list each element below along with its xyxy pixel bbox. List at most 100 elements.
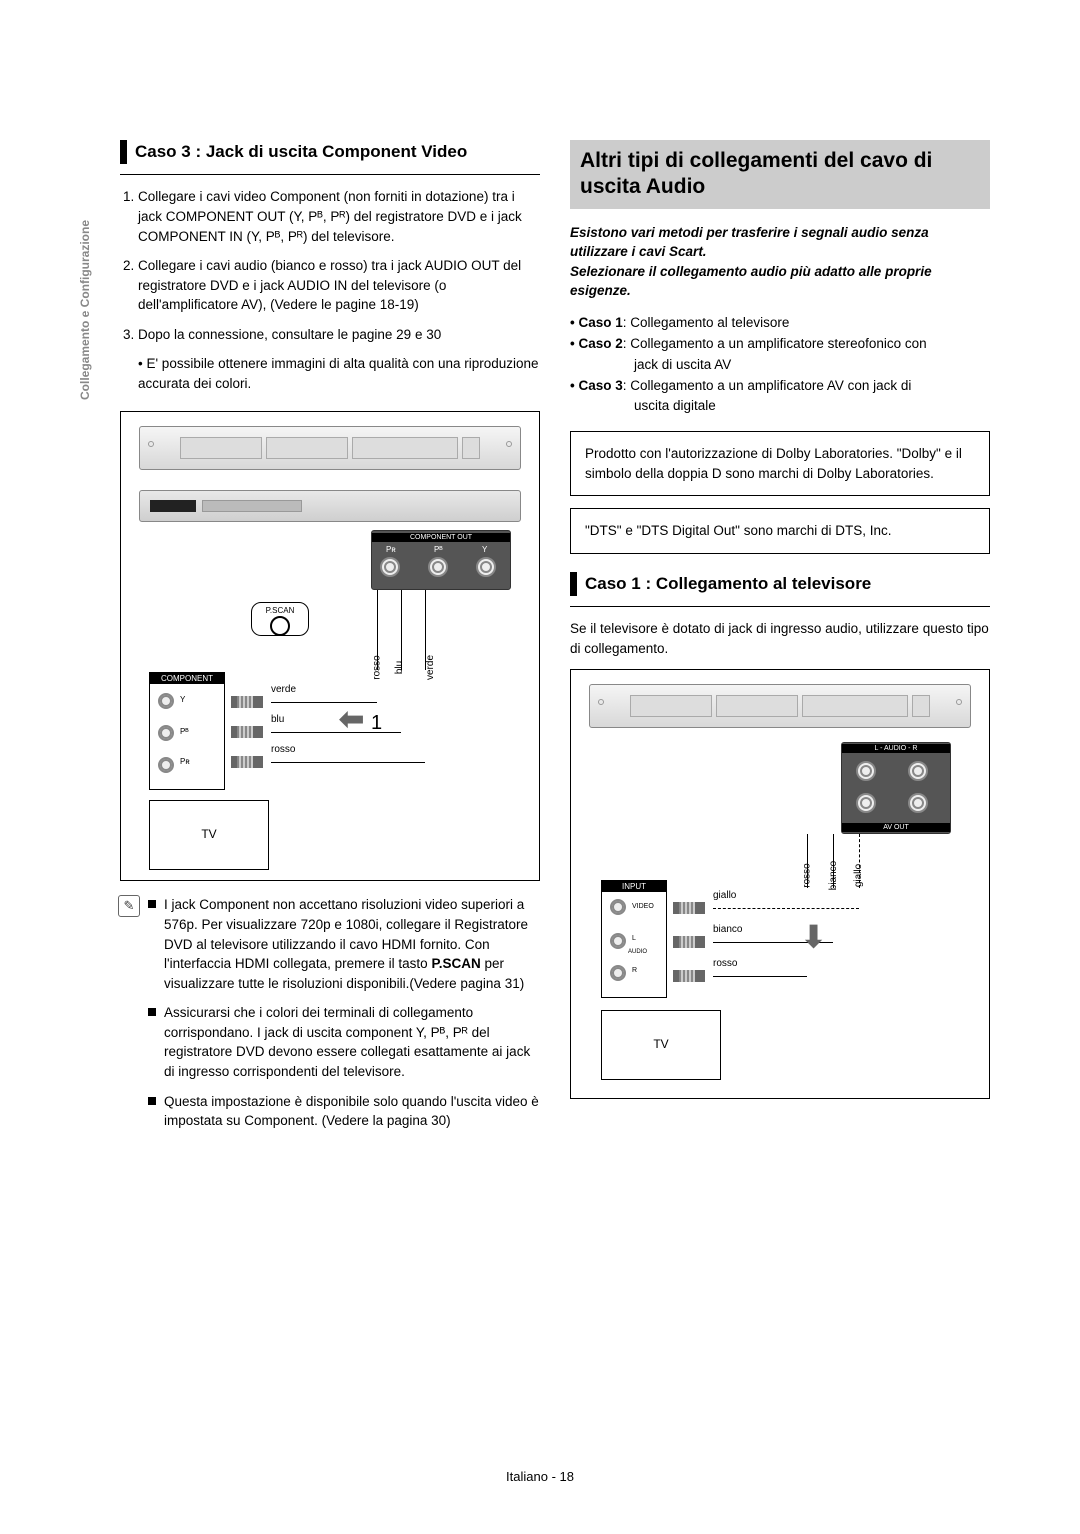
tv-label: TV bbox=[653, 1037, 668, 1051]
cable-plug-icon bbox=[673, 970, 705, 982]
note-item: Assicurarsi che i colori dei terminali d… bbox=[148, 1003, 540, 1081]
wire-dashed bbox=[713, 908, 859, 909]
jack-label: VIDEO bbox=[632, 903, 654, 910]
jack-label: Pʀ bbox=[180, 757, 190, 766]
note-item: Questa impostazione è disponibile solo q… bbox=[148, 1092, 540, 1131]
jack-icon bbox=[610, 965, 626, 981]
dolby-box: Prodotto con l'autorizzazione di Dolby L… bbox=[570, 431, 990, 496]
cable-color: bianco bbox=[828, 860, 839, 889]
steps-list: Collegare i cavi video Component (non fo… bbox=[120, 187, 540, 344]
cable-plug-icon bbox=[231, 756, 263, 768]
cable-color: rosso bbox=[713, 958, 737, 969]
cable-color: rosso bbox=[802, 863, 813, 887]
screw-icon bbox=[506, 441, 512, 447]
wire bbox=[271, 762, 425, 763]
notes-block: ✎ I jack Component non accettano risoluz… bbox=[120, 895, 540, 1130]
cable-color: blu bbox=[394, 661, 405, 674]
tv-component-panel: COMPONENT Y Pᴮ Pʀ bbox=[149, 672, 225, 790]
section-bar bbox=[570, 572, 577, 596]
wire bbox=[713, 976, 807, 977]
jack-icon bbox=[428, 557, 448, 577]
jack-label: Y bbox=[482, 545, 487, 554]
section-header: Caso 3 : Jack di uscita Component Video bbox=[120, 140, 540, 164]
bullet-icon bbox=[148, 900, 156, 908]
tv-label: TV bbox=[201, 827, 216, 841]
tv-input-panel: INPUT VIDEO L AUDIO R bbox=[601, 880, 667, 998]
step-item: Collegare i cavi audio (bianco e rosso) … bbox=[138, 256, 540, 315]
audio-out-panel: L - AUDIO - R AV OUT bbox=[841, 742, 951, 834]
step-item: Collegare i cavi video Component (non fo… bbox=[138, 187, 540, 246]
caso-list: • Caso 1 : Collegamento al televisore • … bbox=[570, 313, 990, 418]
tray-icon bbox=[202, 500, 302, 512]
jack-icon bbox=[610, 899, 626, 915]
cable-color: giallo bbox=[713, 890, 736, 901]
display-icon bbox=[150, 500, 196, 512]
tv-box: TV bbox=[601, 1010, 721, 1080]
connection-diagram-audio: L - AUDIO - R AV OUT rosso bianco giallo… bbox=[570, 669, 990, 1099]
arrow-number: 1 bbox=[371, 712, 382, 735]
note-item: I jack Component non accettano risoluzio… bbox=[148, 895, 540, 993]
panel-label: INPUT bbox=[602, 881, 666, 892]
jack-icon bbox=[380, 557, 400, 577]
two-column-layout: Caso 3 : Jack di uscita Component Video … bbox=[120, 140, 990, 1141]
right-column: Altri tipi di collegamenti del cavo di u… bbox=[570, 140, 990, 1141]
panel-label: COMPONENT OUT bbox=[372, 533, 510, 542]
pscan-label: P.SCAN bbox=[266, 606, 295, 615]
cable-plug-icon bbox=[673, 902, 705, 914]
tv-back-device bbox=[589, 684, 971, 728]
cable-color: giallo bbox=[853, 863, 864, 886]
sub-text: Se il televisore è dotato di jack di ing… bbox=[570, 619, 990, 658]
note-text: Assicurarsi che i colori dei terminali d… bbox=[164, 1003, 540, 1081]
caso-cont: uscita digitale bbox=[570, 396, 990, 417]
jack-label: L bbox=[632, 935, 636, 942]
bullet-icon bbox=[148, 1008, 156, 1016]
jack-icon bbox=[856, 761, 876, 781]
port-row bbox=[180, 437, 480, 459]
jack-label: AUDIO bbox=[628, 949, 647, 955]
main-title: Altri tipi di collegamenti del cavo di u… bbox=[570, 140, 990, 209]
tv-back-device bbox=[139, 426, 521, 470]
bullet-icon bbox=[148, 1097, 156, 1105]
caso-item: • Caso 3 : Collegamento a un amplificato… bbox=[570, 376, 990, 397]
jack-icon bbox=[908, 793, 928, 813]
jack-icon bbox=[856, 793, 876, 813]
cable-color: blu bbox=[271, 714, 284, 725]
left-column: Caso 3 : Jack di uscita Component Video … bbox=[120, 140, 540, 1141]
cable-color: verde bbox=[271, 684, 296, 695]
note-icon: ✎ bbox=[118, 895, 140, 917]
section-bar bbox=[120, 140, 127, 164]
section-rule bbox=[570, 606, 990, 607]
note-text: I jack Component non accettano risoluzio… bbox=[164, 895, 540, 993]
sub-section-header: Caso 1 : Collegamento al televisore bbox=[570, 572, 990, 596]
page-footer: Italiano - 18 bbox=[0, 1469, 1080, 1484]
cable-color: rosso bbox=[271, 744, 295, 755]
cable-plug-icon bbox=[673, 936, 705, 948]
section-title: Caso 3 : Jack di uscita Component Video bbox=[135, 140, 467, 164]
caso-text: : Collegamento al televisore bbox=[623, 313, 790, 334]
caso-label: • Caso 3 bbox=[570, 376, 623, 397]
panel-label: COMPONENT bbox=[150, 673, 224, 684]
dvd-recorder-device bbox=[139, 490, 521, 522]
screw-icon bbox=[148, 441, 154, 447]
panel-label: L - AUDIO - R bbox=[842, 744, 950, 753]
port-row bbox=[630, 695, 930, 717]
side-tab-label: Collegamento e Configurazione bbox=[78, 220, 92, 400]
dts-box: "DTS" e "DTS Digital Out" sono marchi di… bbox=[570, 508, 990, 554]
screw-icon bbox=[598, 699, 604, 705]
jack-icon bbox=[610, 933, 626, 949]
sub-section-title: Caso 1 : Collegamento al televisore bbox=[585, 572, 871, 596]
caso-item: • Caso 2 : Collegamento a un amplificato… bbox=[570, 334, 990, 355]
jack-icon bbox=[476, 557, 496, 577]
caso-text: : Collegamento a un amplificatore stereo… bbox=[623, 334, 927, 355]
bullet-note: • E' possibile ottenere immagini di alta… bbox=[120, 354, 540, 393]
intro-text: Esistono vari metodi per trasferire i se… bbox=[570, 223, 990, 301]
jack-label: Pʀ bbox=[386, 545, 396, 554]
component-out-panel: COMPONENT OUT Pʀ Pᴮ Y bbox=[371, 530, 511, 590]
connection-diagram-component: COMPONENT OUT Pʀ Pᴮ Y P.SCAN rosso blu v… bbox=[120, 411, 540, 881]
caso-item: • Caso 1 : Collegamento al televisore bbox=[570, 313, 990, 334]
cable-color: rosso bbox=[372, 656, 383, 680]
jack-label: Pᴮ bbox=[434, 545, 443, 554]
jack-icon bbox=[158, 757, 174, 773]
arrow-icon: ⬅ bbox=[339, 702, 364, 737]
cable-color: verde bbox=[425, 655, 436, 680]
